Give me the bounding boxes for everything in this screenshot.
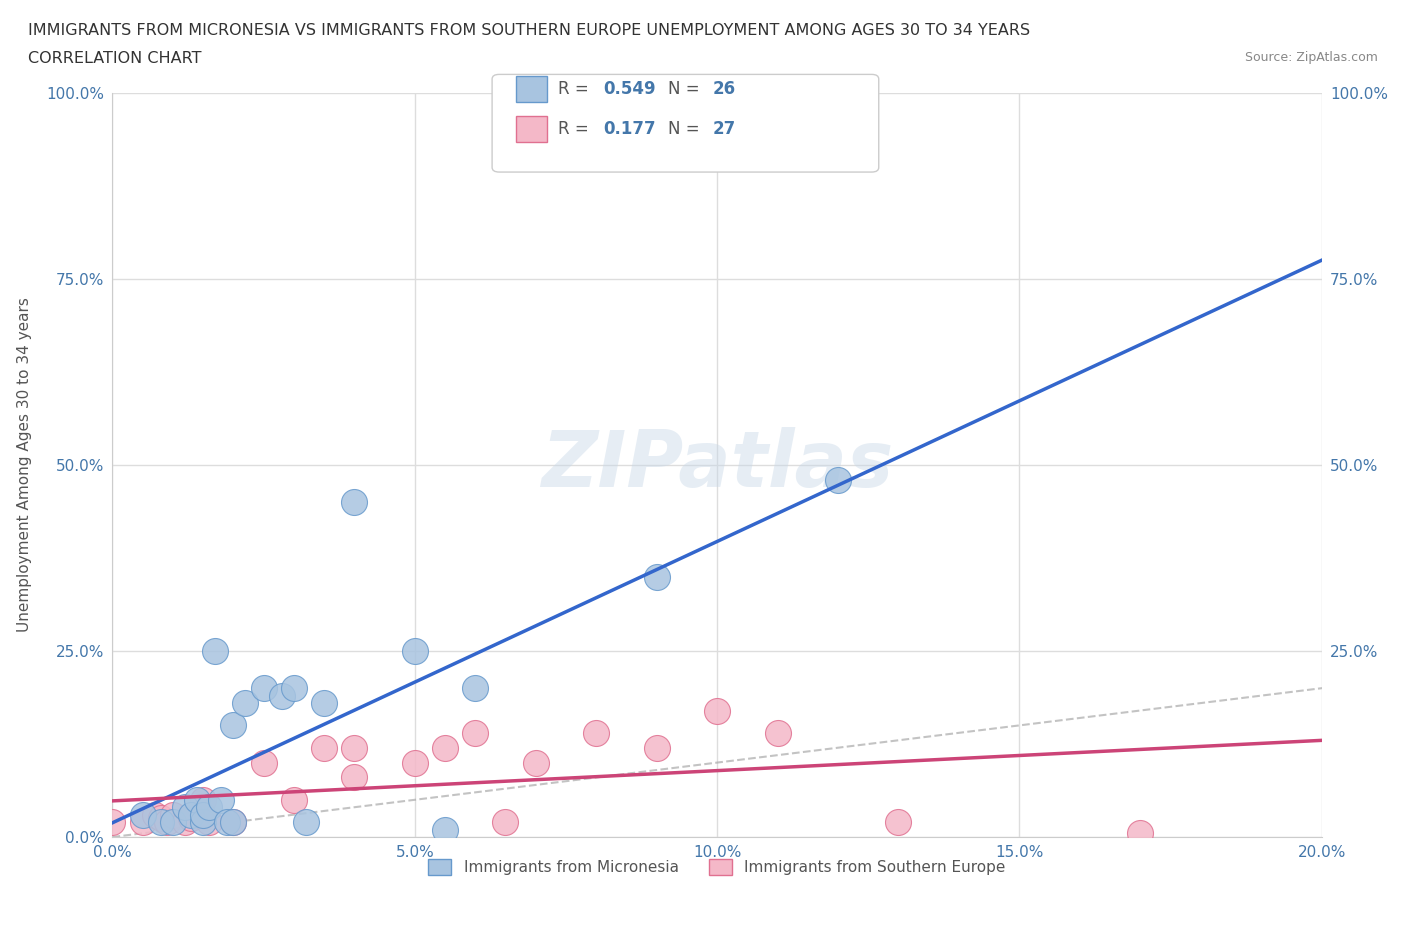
Legend: Immigrants from Micronesia, Immigrants from Southern Europe: Immigrants from Micronesia, Immigrants f… — [422, 853, 1012, 882]
Point — [209, 792, 232, 807]
Point — [222, 815, 245, 830]
Point — [180, 811, 202, 826]
Text: Source: ZipAtlas.com: Source: ZipAtlas.com — [1244, 51, 1378, 64]
Point — [174, 800, 197, 815]
Point — [645, 740, 668, 755]
Text: CORRELATION CHART: CORRELATION CHART — [28, 51, 201, 66]
Point — [253, 755, 276, 770]
Point — [162, 815, 184, 830]
Text: R =: R = — [558, 120, 595, 139]
Point — [198, 815, 221, 830]
Text: 0.549: 0.549 — [603, 80, 655, 99]
Point — [585, 725, 607, 740]
Text: 0.177: 0.177 — [603, 120, 655, 139]
Point — [149, 811, 172, 826]
Point — [186, 792, 208, 807]
Y-axis label: Unemployment Among Ages 30 to 34 years: Unemployment Among Ages 30 to 34 years — [17, 298, 32, 632]
Point — [827, 472, 849, 487]
Point — [706, 703, 728, 718]
Point — [1129, 826, 1152, 841]
Point — [235, 696, 257, 711]
Point — [283, 792, 305, 807]
Point — [222, 815, 245, 830]
Point — [132, 815, 155, 830]
Point — [132, 807, 155, 822]
Point — [222, 718, 245, 733]
Point — [253, 681, 276, 696]
Point — [464, 725, 486, 740]
Point — [180, 807, 202, 822]
Point — [270, 688, 292, 703]
Point — [156, 815, 179, 830]
Point — [343, 770, 366, 785]
Point — [314, 696, 336, 711]
Point — [162, 807, 184, 822]
Point — [174, 815, 197, 830]
Point — [283, 681, 305, 696]
Point — [464, 681, 486, 696]
Text: IMMIGRANTS FROM MICRONESIA VS IMMIGRANTS FROM SOUTHERN EUROPE UNEMPLOYMENT AMONG: IMMIGRANTS FROM MICRONESIA VS IMMIGRANTS… — [28, 23, 1031, 38]
Point — [314, 740, 336, 755]
Text: 27: 27 — [713, 120, 737, 139]
Point — [198, 800, 221, 815]
Point — [295, 815, 318, 830]
Point — [524, 755, 547, 770]
Point — [404, 755, 426, 770]
Point — [645, 569, 668, 584]
Text: N =: N = — [668, 120, 704, 139]
Text: N =: N = — [668, 80, 704, 99]
Point — [204, 644, 226, 658]
Point — [191, 815, 214, 830]
Point — [143, 807, 166, 822]
Point — [149, 815, 172, 830]
Point — [217, 815, 239, 830]
Point — [766, 725, 789, 740]
Point — [433, 740, 456, 755]
Point — [191, 807, 214, 822]
Point — [404, 644, 426, 658]
Text: ZIPatlas: ZIPatlas — [541, 427, 893, 503]
Point — [191, 792, 214, 807]
Point — [101, 815, 124, 830]
Point — [343, 740, 366, 755]
Text: R =: R = — [558, 80, 595, 99]
Point — [433, 822, 456, 837]
Point — [343, 495, 366, 510]
Text: 26: 26 — [713, 80, 735, 99]
Point — [495, 815, 517, 830]
Point — [887, 815, 910, 830]
